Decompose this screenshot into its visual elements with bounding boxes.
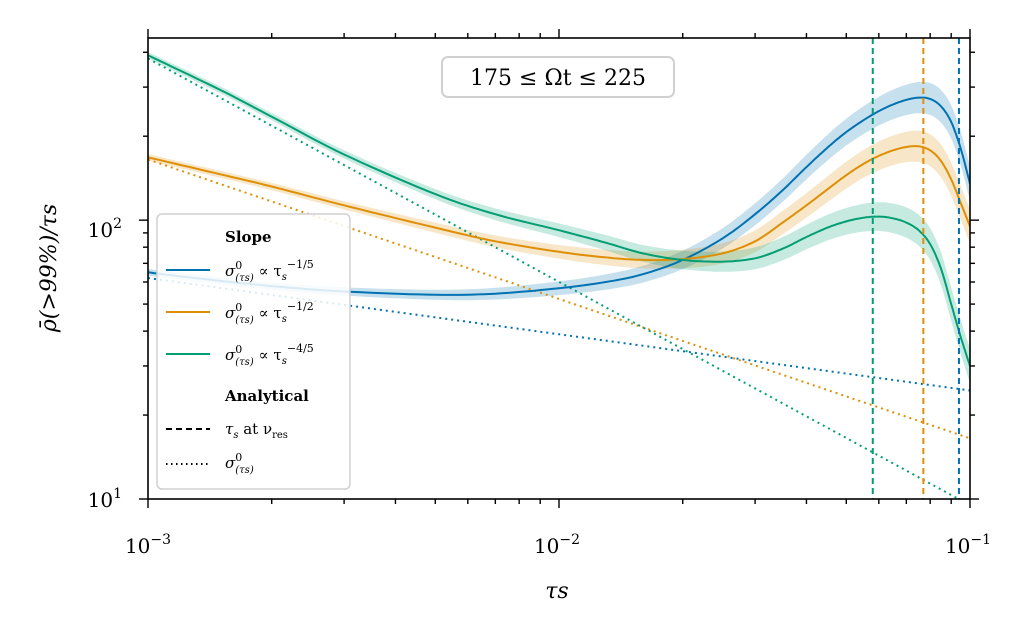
- analytical-slope-1-2: [148, 158, 970, 440]
- legend: Slope σ0 (τs) ∝ τs−1/5 σ0 (τs) ∝ τs−1/2 σ0…: [156, 213, 351, 490]
- confidence-bands: [148, 52, 970, 384]
- y-tick-label-1: 101: [88, 486, 122, 512]
- legend-slope-header: Slope: [225, 228, 272, 246]
- annotation-text: 175 ≤ Ωt ≤ 225: [470, 66, 646, 91]
- legend-box: [156, 213, 351, 490]
- line-slope-1-2: [148, 145, 970, 262]
- series-lines: [148, 54, 970, 367]
- x-axis-label: τs: [545, 579, 568, 604]
- legend-analytical-header: Analytical: [224, 387, 309, 405]
- legend-label-analytical-sigma: σ0 (τs): [225, 451, 254, 476]
- legend-label-slope-1-2: σ0 (τs) ∝ τs−1/2: [225, 300, 314, 326]
- legend-label-slope-1-5: σ0 (τs) ∝ τs−1/5: [225, 258, 314, 284]
- x-tick-label-2: 10−2: [534, 532, 580, 558]
- band-slope-1-2: [148, 130, 970, 269]
- plot-frame: [147, 37, 971, 500]
- x-tick-label-3: 10−1: [945, 532, 991, 558]
- legend-label-resonance: τs at νres: [225, 420, 288, 441]
- band-slope-1-5: [148, 81, 970, 301]
- y-axis-label: ρ̄(>99%)/τs: [37, 204, 62, 333]
- line-slope-1-5: [148, 96, 970, 296]
- legend-label-slope-4-5: σ0 (τs) ∝ τs−4/5: [225, 342, 314, 368]
- axis-ticks: [139, 29, 979, 508]
- y-tick-label-2: 102: [88, 216, 122, 242]
- line-slope-4-5: [148, 54, 970, 367]
- x-tick-label-1: 10−3: [125, 532, 171, 558]
- resonance-lines: [871, 38, 960, 499]
- time-window-annotation: 175 ≤ Ωt ≤ 225: [441, 56, 675, 98]
